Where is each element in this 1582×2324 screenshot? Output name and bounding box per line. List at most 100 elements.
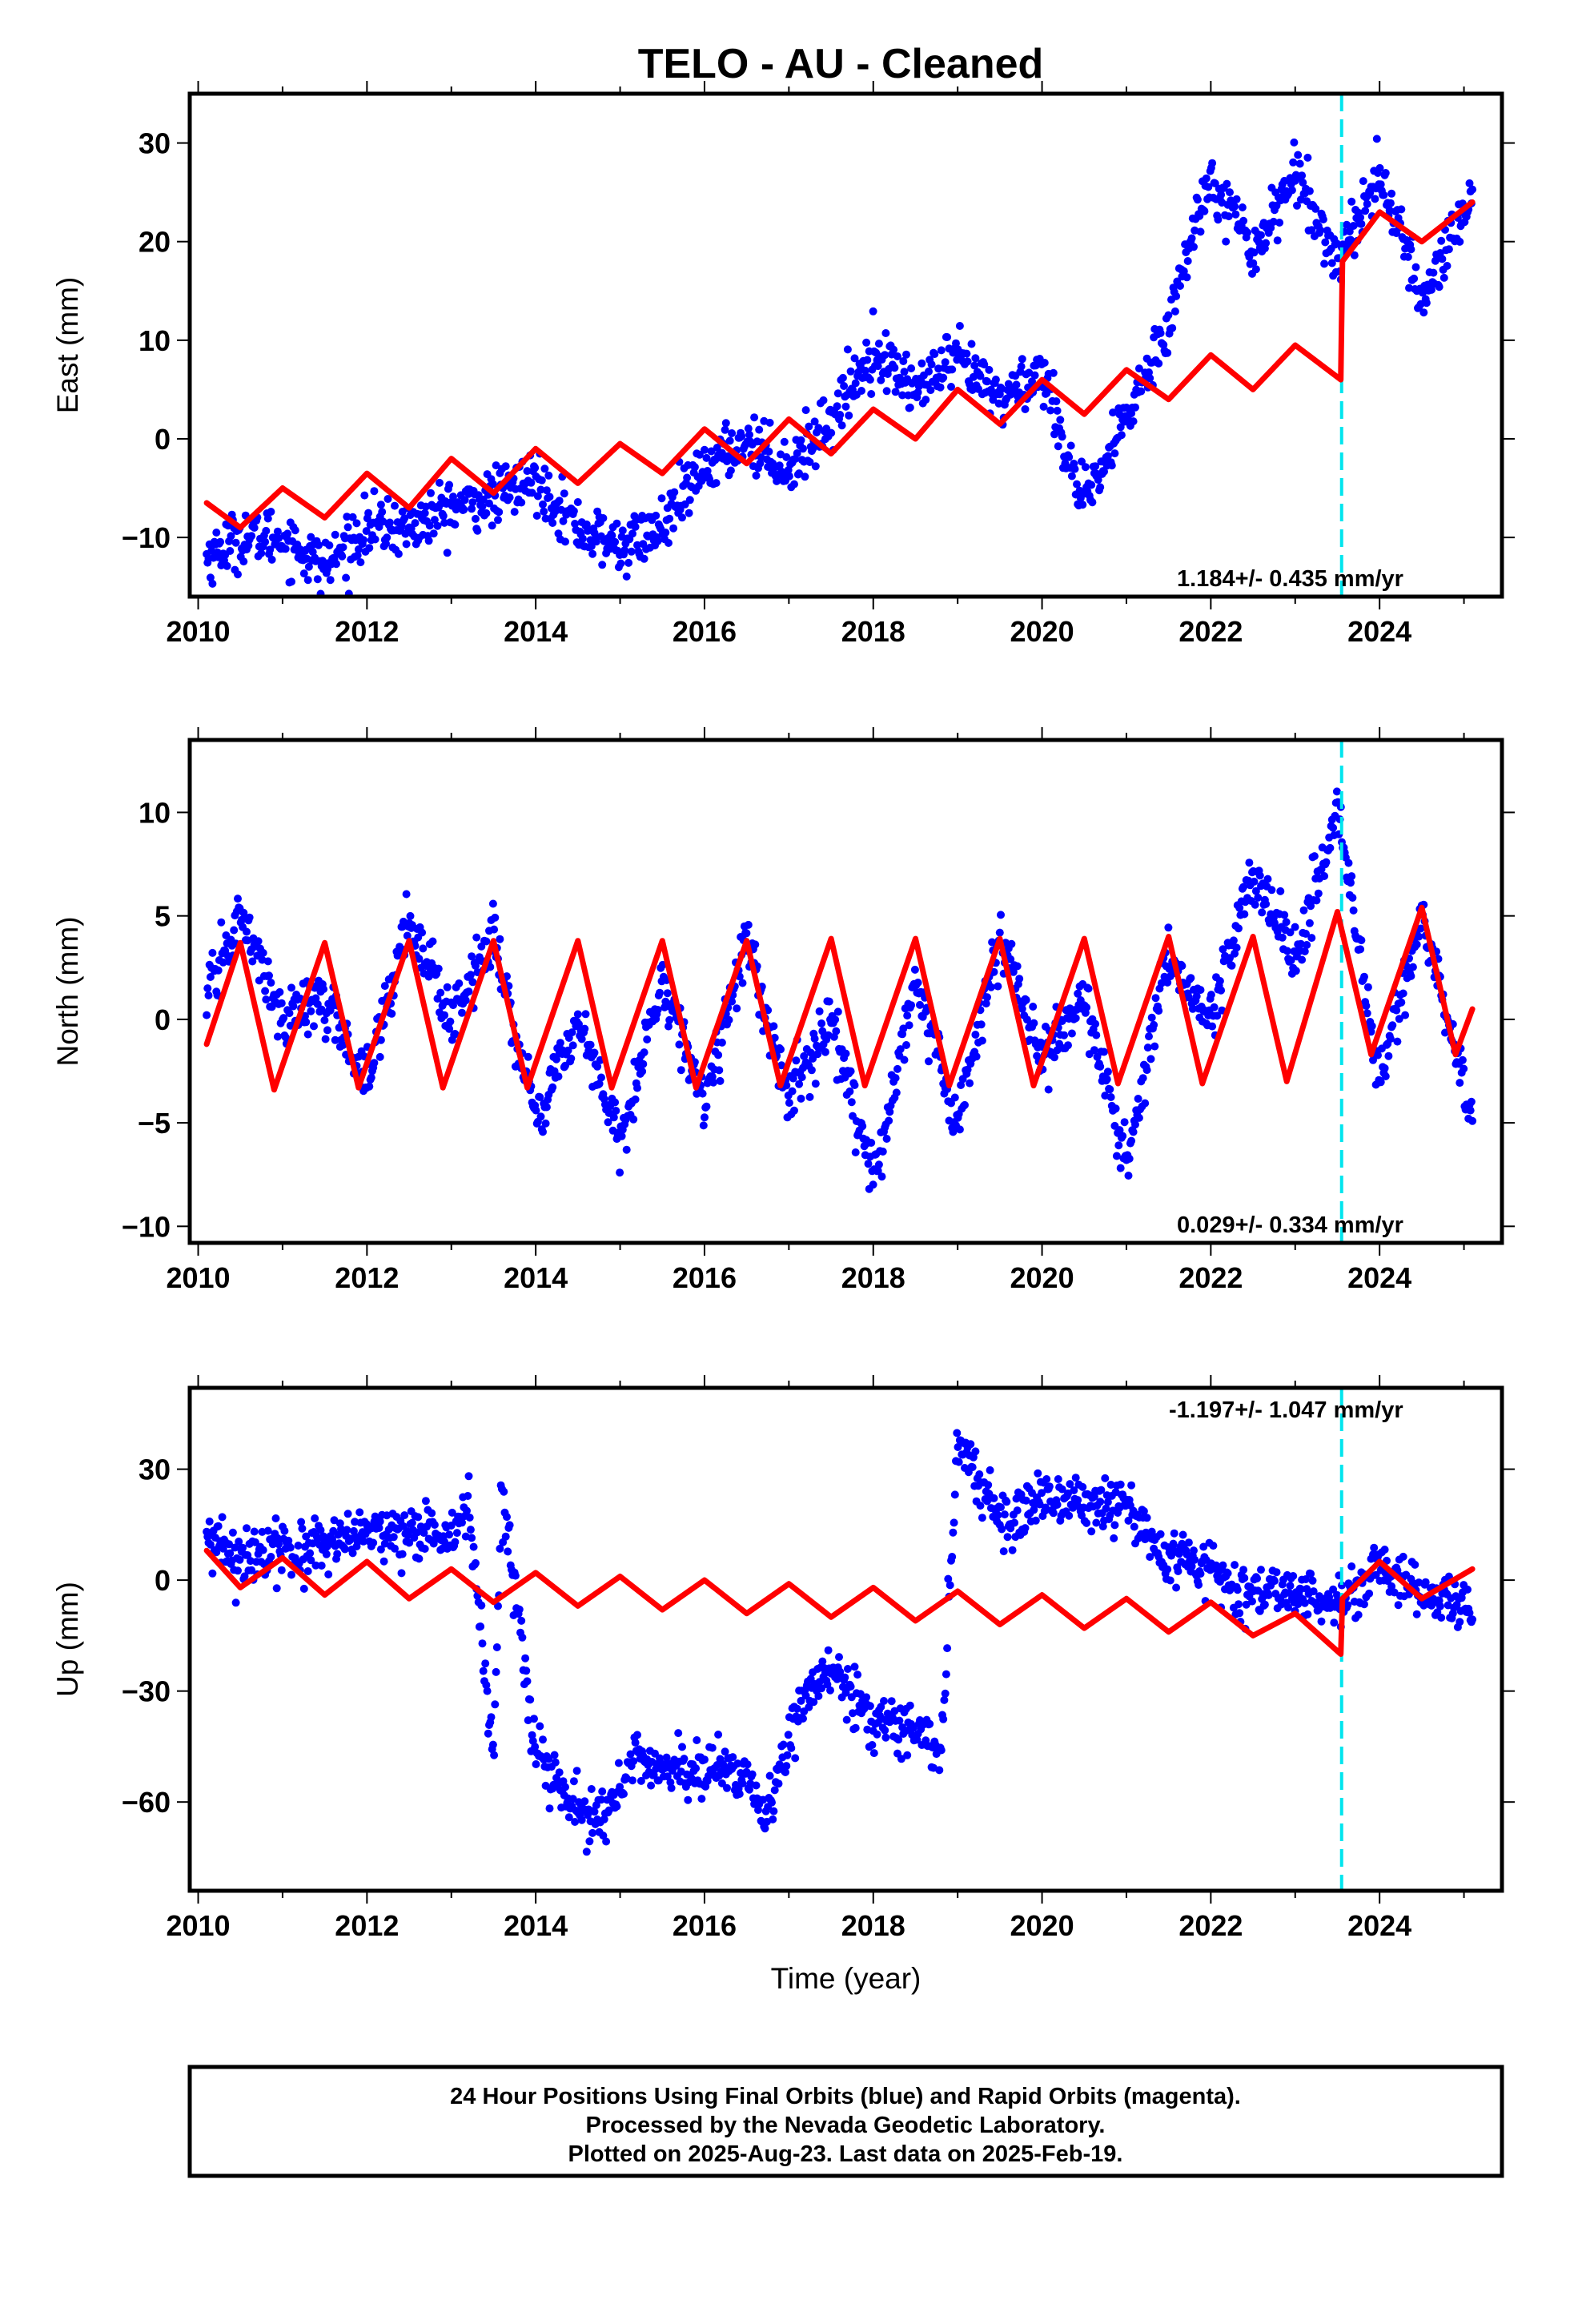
observation-point (873, 362, 882, 371)
observation-point (597, 1795, 605, 1804)
observation-point (1251, 900, 1259, 909)
observation-point (1467, 1097, 1476, 1106)
observation-point (287, 577, 295, 586)
observation-point (663, 989, 672, 998)
observation-point (797, 436, 805, 444)
observation-point (1103, 1498, 1112, 1506)
observation-point (1231, 202, 1239, 211)
observation-point (1397, 205, 1406, 214)
observation-point (1146, 1055, 1155, 1063)
observation-point (267, 979, 275, 987)
observation-point (847, 1098, 856, 1107)
observation-point (536, 485, 545, 494)
observation-point (1038, 1489, 1046, 1498)
observation-point (420, 1545, 429, 1553)
observation-point (472, 933, 481, 942)
observation-point (515, 1605, 524, 1614)
observation-point (382, 539, 390, 548)
observation-point (1066, 1480, 1074, 1489)
observation-point (1302, 1575, 1310, 1583)
observation-point (1392, 1006, 1401, 1015)
observation-point (425, 521, 434, 530)
observation-point (466, 1526, 475, 1534)
observation-point (304, 562, 313, 571)
observation-point (1070, 1486, 1078, 1494)
observation-point (421, 1497, 430, 1506)
observation-point (984, 1481, 993, 1490)
observation-point (455, 979, 464, 987)
observation-point (1117, 431, 1126, 440)
observation-point (1367, 1022, 1376, 1031)
observation-point (1257, 231, 1265, 239)
observation-point (1386, 199, 1395, 207)
observation-point (1030, 371, 1039, 380)
observation-point (375, 1517, 384, 1526)
observation-point (216, 537, 225, 546)
observation-point (1029, 1003, 1038, 1011)
observation-point (633, 1731, 641, 1739)
observation-point (1403, 252, 1412, 261)
observation-point (1116, 1480, 1125, 1489)
observation-point (841, 402, 850, 411)
observation-point (1058, 432, 1066, 441)
observation-point (552, 1055, 560, 1063)
observation-point (631, 1095, 640, 1104)
observation-point (517, 1616, 526, 1625)
observation-point (578, 534, 587, 543)
observation-point (315, 541, 323, 549)
observation-point (602, 1837, 611, 1846)
observation-point (273, 1032, 282, 1041)
observation-point (1338, 1581, 1346, 1590)
observation-point (795, 469, 804, 478)
observation-point (544, 1755, 553, 1763)
observation-point (228, 1528, 237, 1537)
x-tick-label: 2020 (1010, 1909, 1074, 1942)
observation-point (531, 464, 540, 472)
observation-point (948, 1553, 957, 1561)
observation-point (1267, 223, 1275, 232)
observation-point (755, 425, 764, 434)
observation-point (841, 1049, 850, 1058)
observation-point (364, 509, 373, 517)
observation-point (925, 367, 933, 376)
observation-point (1276, 887, 1285, 895)
observation-point (903, 1011, 912, 1020)
observation-point (652, 511, 661, 520)
observation-point (600, 1815, 608, 1823)
observation-point (1466, 1106, 1475, 1115)
observation-point (994, 982, 1002, 991)
observation-point (443, 549, 452, 557)
observation-point (891, 1074, 900, 1083)
observation-point (733, 1004, 741, 1013)
observation-point (415, 1554, 424, 1563)
observation-point (1456, 1079, 1464, 1088)
observation-point (478, 502, 487, 511)
observation-point (1219, 945, 1227, 954)
observation-point (1363, 1009, 1371, 1018)
observation-point (907, 1001, 916, 1010)
observation-point (939, 373, 948, 382)
observation-point (1170, 1529, 1178, 1538)
x-tick-label: 2020 (1010, 1261, 1074, 1294)
observation-point (608, 531, 616, 540)
observation-point (665, 1015, 674, 1024)
observation-point (279, 1014, 288, 1023)
observation-point (1262, 899, 1271, 908)
observation-point (725, 1015, 733, 1024)
observation-point (458, 1008, 466, 1017)
observation-point (311, 1561, 320, 1570)
observation-point (716, 1076, 725, 1085)
observation-point (661, 529, 670, 537)
observation-point (1021, 405, 1030, 413)
observation-point (799, 1715, 807, 1723)
observation-point (744, 920, 753, 929)
observation-point (1291, 923, 1299, 931)
observation-point (588, 1828, 597, 1837)
observation-point (1407, 971, 1415, 980)
observation-point (797, 1094, 805, 1103)
observation-point (440, 1011, 449, 1019)
observation-point (961, 1100, 969, 1109)
observation-point (1129, 1128, 1138, 1136)
observation-point (571, 520, 580, 528)
observation-point (1134, 364, 1143, 373)
